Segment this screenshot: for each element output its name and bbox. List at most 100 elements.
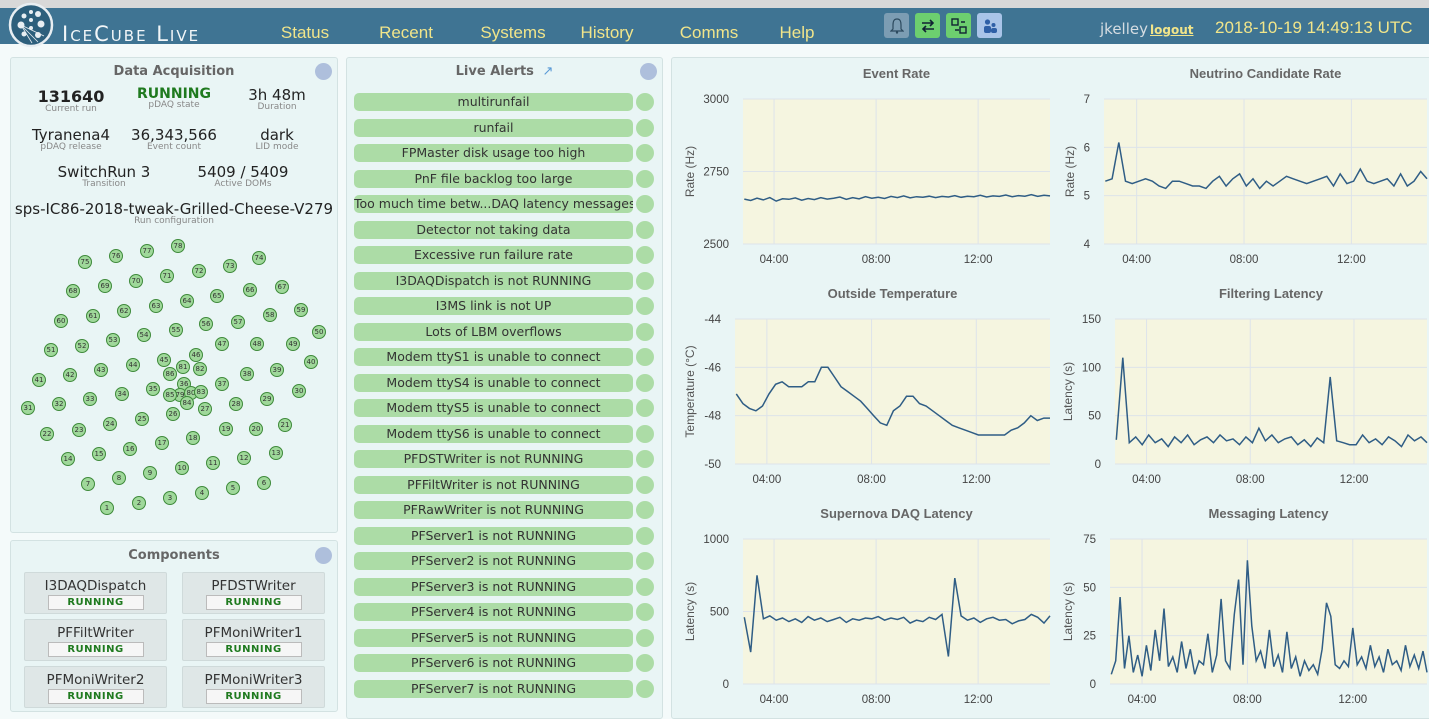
component-card[interactable]: I3DAQDispatch RUNNING xyxy=(24,572,167,614)
alert-status-dot[interactable] xyxy=(636,475,654,494)
string-marker[interactable]: 28 xyxy=(229,397,243,411)
string-marker[interactable]: 46 xyxy=(189,348,203,362)
string-marker[interactable]: 40 xyxy=(304,355,318,369)
bell-icon[interactable] xyxy=(884,13,909,38)
string-marker[interactable]: 84 xyxy=(180,396,194,410)
string-marker[interactable]: 13 xyxy=(269,446,283,460)
string-marker[interactable]: 8 xyxy=(112,471,126,485)
nav-help[interactable]: Help xyxy=(779,23,815,42)
string-marker[interactable]: 42 xyxy=(63,368,77,382)
string-marker[interactable]: 31 xyxy=(21,401,35,415)
brand-title[interactable]: IceCube Live xyxy=(62,22,201,46)
string-marker[interactable]: 22 xyxy=(40,427,54,441)
alert-status-dot[interactable] xyxy=(636,169,654,188)
alert-item[interactable]: Modem ttyS4 is unable to connect xyxy=(354,373,633,392)
nav-status[interactable]: Status xyxy=(280,23,330,42)
alert-status-dot[interactable] xyxy=(636,271,654,290)
string-marker[interactable]: 10 xyxy=(175,461,189,475)
string-marker[interactable]: 7 xyxy=(81,477,95,491)
alert-status-dot[interactable] xyxy=(636,348,654,366)
string-marker[interactable]: 43 xyxy=(94,363,108,377)
nav-comms[interactable]: Comms xyxy=(679,23,739,42)
string-marker[interactable]: 25 xyxy=(135,412,149,426)
string-marker[interactable]: 32 xyxy=(52,397,66,411)
string-marker[interactable]: 37 xyxy=(215,377,229,391)
string-marker[interactable]: 21 xyxy=(278,418,292,432)
alert-item[interactable]: PFFiltWriter is not RUNNING xyxy=(354,475,633,494)
string-marker[interactable]: 54 xyxy=(137,328,151,342)
transfer-arrows-icon[interactable] xyxy=(915,13,940,38)
string-marker[interactable]: 11 xyxy=(206,456,220,470)
string-marker[interactable]: 27 xyxy=(198,402,212,416)
string-marker[interactable]: 77 xyxy=(140,244,154,258)
string-marker[interactable]: 82 xyxy=(193,362,207,376)
nav-recent[interactable]: Recent xyxy=(379,23,433,42)
string-marker[interactable]: 14 xyxy=(61,452,75,466)
string-marker[interactable]: 49 xyxy=(286,337,300,351)
alert-status-dot[interactable] xyxy=(636,220,654,239)
alert-item[interactable]: FPMaster disk usage too high xyxy=(354,144,633,162)
alert-status-dot[interactable] xyxy=(636,424,654,443)
alert-status-dot[interactable] xyxy=(636,93,654,111)
string-marker[interactable]: 34 xyxy=(115,387,129,401)
string-marker[interactable]: 70 xyxy=(129,274,143,288)
alert-status-dot[interactable] xyxy=(636,399,654,417)
string-marker[interactable]: 73 xyxy=(223,259,237,273)
alert-status-dot[interactable] xyxy=(636,577,654,596)
string-marker[interactable]: 2 xyxy=(132,496,146,510)
refresh-pie-icon[interactable] xyxy=(315,63,332,80)
string-marker[interactable]: 45 xyxy=(157,353,171,367)
string-marker[interactable]: 55 xyxy=(169,323,183,337)
string-marker[interactable]: 48 xyxy=(250,337,264,351)
string-marker[interactable]: 44 xyxy=(126,358,140,372)
alert-item[interactable]: PFServer4 is not RUNNING xyxy=(354,603,633,621)
string-marker[interactable]: 83 xyxy=(194,385,208,399)
alert-item[interactable]: multirunfail xyxy=(354,93,633,111)
string-marker[interactable]: 17 xyxy=(155,436,169,450)
string-marker[interactable]: 86 xyxy=(163,367,177,381)
alert-item[interactable]: Too much time betw...DAQ latency message… xyxy=(354,195,633,213)
alert-item[interactable]: PFServer5 is not RUNNING xyxy=(354,628,633,647)
string-marker[interactable]: 39 xyxy=(270,363,284,377)
string-marker[interactable]: 85 xyxy=(163,388,177,402)
component-card[interactable]: PFFiltWriter RUNNING xyxy=(24,619,167,661)
component-card[interactable]: PFMoniWriter1 RUNNING xyxy=(182,619,325,661)
string-marker[interactable]: 62 xyxy=(117,304,131,318)
alert-item[interactable]: PFServer2 is not RUNNING xyxy=(354,552,633,570)
string-marker[interactable]: 52 xyxy=(75,339,89,353)
alert-status-dot[interactable] xyxy=(636,450,654,468)
string-marker[interactable]: 56 xyxy=(199,317,213,331)
alert-item[interactable]: PFRawWriter is not RUNNING xyxy=(354,501,633,519)
alert-item[interactable]: PFServer6 is not RUNNING xyxy=(354,654,633,672)
nav-history[interactable]: History xyxy=(580,23,634,42)
string-marker[interactable]: 1 xyxy=(100,501,114,515)
alert-item[interactable]: Modem ttyS1 is unable to connect xyxy=(354,348,633,366)
refresh-pie-icon[interactable] xyxy=(640,63,657,80)
string-marker[interactable]: 24 xyxy=(103,417,117,431)
alert-status-dot[interactable] xyxy=(636,654,654,672)
alert-item[interactable]: Excessive run failure rate xyxy=(354,246,633,264)
string-marker[interactable]: 47 xyxy=(215,337,229,351)
string-marker[interactable]: 64 xyxy=(180,294,194,308)
string-marker[interactable]: 26 xyxy=(166,407,180,421)
string-marker[interactable]: 12 xyxy=(237,451,251,465)
users-icon[interactable] xyxy=(977,13,1002,38)
string-marker[interactable]: 35 xyxy=(146,382,160,396)
alert-item[interactable]: I3MS link is not UP xyxy=(354,297,633,315)
string-marker[interactable]: 63 xyxy=(149,299,163,313)
string-marker[interactable]: 6 xyxy=(257,476,271,490)
switch-icon[interactable] xyxy=(946,13,971,38)
alert-status-dot[interactable] xyxy=(636,322,654,341)
string-marker[interactable]: 23 xyxy=(72,423,86,437)
alert-item[interactable]: I3DAQDispatch is not RUNNING xyxy=(354,271,633,290)
string-marker[interactable]: 30 xyxy=(292,384,306,398)
string-marker[interactable]: 41 xyxy=(32,373,46,387)
string-marker[interactable]: 60 xyxy=(54,314,68,328)
string-marker[interactable]: 58 xyxy=(263,308,277,322)
string-marker[interactable]: 4 xyxy=(195,486,209,500)
alert-item[interactable]: runfail xyxy=(354,118,633,137)
external-link-icon[interactable]: ↗ xyxy=(542,64,554,79)
string-marker[interactable]: 33 xyxy=(83,392,97,406)
component-card[interactable]: PFDSTWriter RUNNING xyxy=(182,572,325,614)
string-marker[interactable]: 65 xyxy=(210,289,224,303)
